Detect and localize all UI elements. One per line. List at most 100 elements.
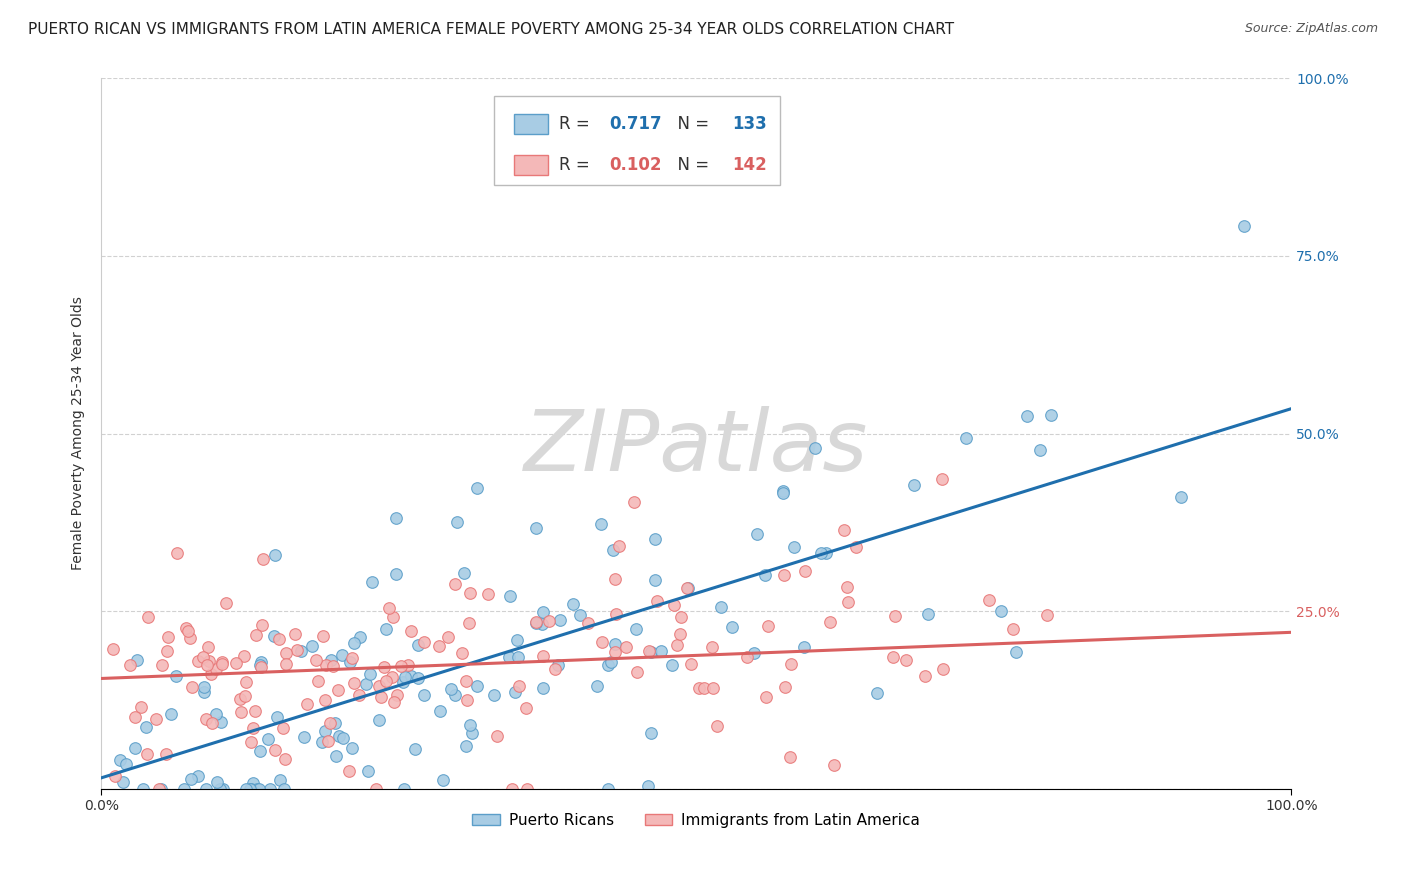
Point	[249, 744, 271, 758]
Point	[173, 781, 195, 796]
Point	[818, 615, 841, 629]
Point	[914, 668, 936, 682]
Text: PUERTO RICAN VS IMMIGRANTS FROM LATIN AMERICA FEMALE POVERTY AMONG 25-34 YEAR OL: PUERTO RICAN VS IMMIGRANTS FROM LATIN AM…	[28, 22, 955, 37]
Point	[160, 707, 183, 722]
Point	[451, 646, 474, 660]
Point	[193, 685, 215, 699]
Point	[465, 482, 488, 496]
Point	[150, 781, 173, 796]
Point	[191, 650, 214, 665]
Point	[793, 640, 815, 654]
Point	[501, 781, 523, 796]
Point	[747, 527, 769, 541]
Point	[537, 614, 560, 628]
Point	[204, 662, 226, 676]
Point	[165, 669, 187, 683]
Point	[669, 627, 692, 641]
Point	[814, 546, 837, 560]
Point	[394, 670, 416, 684]
Point	[322, 658, 344, 673]
Point	[644, 532, 666, 546]
Point	[250, 618, 273, 632]
Text: Source: ZipAtlas.com: Source: ZipAtlas.com	[1244, 22, 1378, 36]
Point	[772, 568, 794, 582]
Point	[591, 516, 613, 531]
Point	[148, 781, 170, 796]
Point	[209, 781, 232, 796]
Point	[720, 620, 742, 634]
Point	[823, 758, 845, 772]
Point	[377, 601, 399, 615]
Point	[700, 640, 723, 654]
Point	[477, 587, 499, 601]
Point	[250, 655, 273, 669]
Point	[443, 576, 465, 591]
Point	[664, 598, 686, 612]
Point	[245, 628, 267, 642]
Point	[328, 729, 350, 743]
Text: ZIPatlas: ZIPatlas	[524, 406, 869, 489]
Point	[385, 688, 408, 702]
Y-axis label: Female Poverty Among 25-34 Year Olds: Female Poverty Among 25-34 Year Olds	[72, 296, 86, 571]
Point	[603, 645, 626, 659]
Point	[211, 655, 233, 669]
Point	[990, 604, 1012, 618]
Point	[671, 610, 693, 624]
Point	[264, 549, 287, 563]
Point	[235, 675, 257, 690]
Point	[399, 624, 422, 639]
Point	[640, 644, 662, 658]
Point	[103, 641, 125, 656]
Point	[273, 781, 295, 796]
Point	[368, 679, 391, 693]
Point	[235, 781, 257, 796]
Point	[955, 431, 977, 445]
Point	[104, 769, 127, 783]
Point	[1002, 622, 1025, 636]
Point	[124, 740, 146, 755]
Point	[1017, 409, 1039, 423]
Text: R =: R =	[560, 115, 595, 133]
Text: N =: N =	[666, 115, 714, 133]
Point	[225, 656, 247, 670]
Point	[526, 615, 548, 630]
Point	[305, 653, 328, 667]
Point	[676, 581, 699, 595]
Point	[576, 615, 599, 630]
Point	[845, 540, 868, 554]
Point	[295, 698, 318, 712]
Point	[429, 639, 451, 653]
FancyBboxPatch shape	[515, 155, 547, 175]
Point	[408, 638, 430, 652]
Point	[591, 634, 613, 648]
Point	[180, 772, 202, 786]
Point	[835, 580, 858, 594]
Point	[252, 552, 274, 566]
Point	[437, 630, 460, 644]
Point	[370, 690, 392, 704]
Point	[250, 660, 273, 674]
Point	[413, 688, 436, 702]
Point	[742, 646, 765, 660]
Text: N =: N =	[666, 156, 714, 174]
Point	[779, 750, 801, 764]
Point	[977, 593, 1000, 607]
Point	[446, 516, 468, 530]
Point	[465, 679, 488, 693]
Point	[596, 781, 619, 796]
Point	[384, 511, 406, 525]
Point	[710, 600, 733, 615]
Point	[547, 658, 569, 673]
Point	[243, 704, 266, 718]
Point	[263, 743, 285, 757]
Point	[342, 651, 364, 665]
Point	[688, 681, 710, 696]
Legend: Puerto Ricans, Immigrants from Latin America: Puerto Ricans, Immigrants from Latin Ame…	[467, 807, 927, 834]
Point	[793, 564, 815, 578]
Point	[516, 781, 538, 796]
Point	[531, 649, 554, 664]
Point	[284, 627, 307, 641]
Point	[917, 607, 939, 622]
Point	[392, 781, 415, 796]
Point	[772, 485, 794, 500]
